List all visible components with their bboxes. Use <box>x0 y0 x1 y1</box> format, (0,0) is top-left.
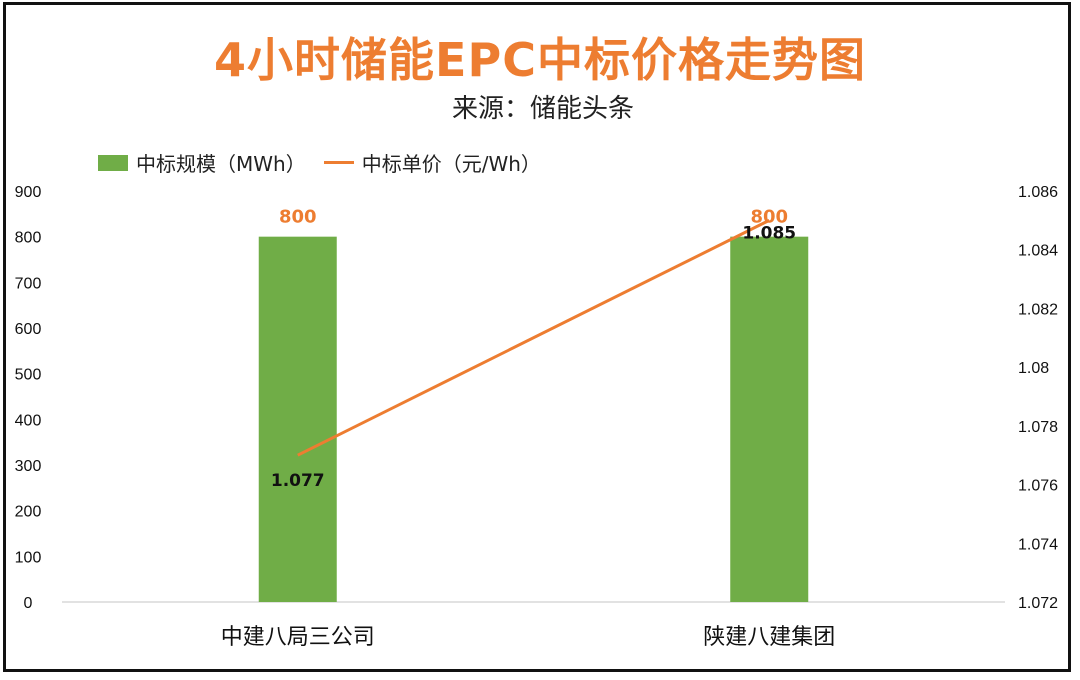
line-series <box>297 219 770 457</box>
right-axis-tick-3: 1.078 <box>1018 419 1058 436</box>
left-axis-tick-3: 300 <box>15 458 42 475</box>
left-axis-tick-2: 200 <box>15 504 42 521</box>
left-axis-tick-1: 100 <box>15 549 42 566</box>
legend-line-swatch <box>323 161 354 164</box>
left-axis-tick-5: 500 <box>15 367 42 384</box>
legend-line-label: 中标单价（元/Wh） <box>361 152 541 176</box>
line-data-label-0: 1.077 <box>271 471 325 491</box>
right-axis-tick-0: 1.072 <box>1018 595 1058 612</box>
line-data-label-1: 1.085 <box>742 223 796 243</box>
chart-legend: 中标规模（MWh） 中标单价（元/Wh） <box>98 148 541 177</box>
right-axis-tick-5: 1.082 <box>1018 301 1058 318</box>
left-axis-tick-7: 700 <box>15 275 42 292</box>
right-axis-tick-1: 1.074 <box>1018 536 1058 553</box>
bar-data-label-1: 800 <box>750 207 788 228</box>
chart-title: 4小时储能EPC中标价格走势图 <box>214 33 866 87</box>
left-axis-tick-8: 800 <box>15 230 42 247</box>
x-axis-category-0: 中建八局三公司 <box>221 625 375 650</box>
legend-bar-label: 中标规模（MWh） <box>136 152 306 176</box>
left-axis-tick-4: 400 <box>15 412 42 429</box>
right-axis-tick-7: 1.086 <box>1018 184 1058 201</box>
left-axis-tick-0: 0 <box>24 595 33 612</box>
bar-1 <box>730 236 809 602</box>
right-axis-tick-2: 1.076 <box>1018 478 1058 495</box>
right-axis-tick-4: 1.08 <box>1018 360 1049 377</box>
left-axis-tick-9: 900 <box>15 184 42 201</box>
chart-subtitle: 来源：储能头条 <box>451 94 634 124</box>
x-axis-category-1: 陕建八建集团 <box>703 625 835 650</box>
legend-bar-swatch <box>98 154 128 171</box>
right-axis-tick-6: 1.084 <box>1018 243 1058 260</box>
bar-data-label-0: 800 <box>279 207 317 228</box>
left-axis-tick-6: 600 <box>15 321 42 338</box>
bar-0 <box>258 236 337 602</box>
